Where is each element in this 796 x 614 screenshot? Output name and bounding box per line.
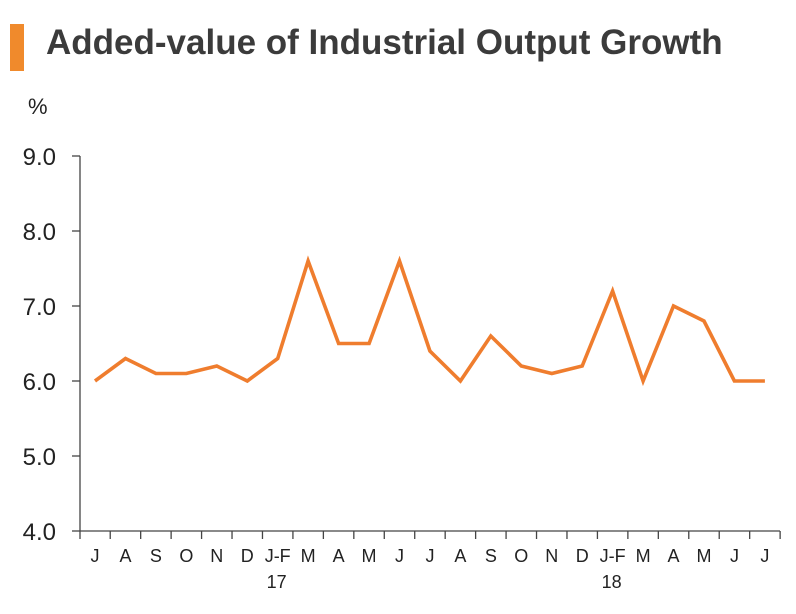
x-tick-label: A	[119, 546, 131, 566]
x-tick-label: A	[454, 546, 466, 566]
x-tick-label: J-F	[600, 546, 626, 566]
x-axis-ticks: J A S O N D J-F M A M J J A S O N D J-F M A M J J17 18	[79, 531, 781, 592]
y-tick-label: 8.0	[23, 219, 56, 246]
chart-axes	[79, 156, 780, 532]
x-tick-label: J	[760, 546, 769, 566]
x-tick-label: S	[150, 546, 162, 566]
chart-title: Added-value of Industrial Output Growth	[46, 23, 723, 62]
x-tick-label: A	[333, 546, 345, 566]
x-tick-label: N	[210, 546, 223, 566]
x-tick-label: J	[91, 546, 100, 566]
x-tick-label: D	[241, 546, 254, 566]
x-tick-label: J	[425, 546, 434, 566]
x-tick-label: O	[514, 546, 528, 566]
x-tick-label: J	[730, 546, 739, 566]
x-tick-label: D	[576, 546, 589, 566]
x-tick-label: A	[668, 546, 680, 566]
x-year-label: 18	[602, 572, 622, 592]
y-axis-ticks: 9.0 8.0 7.0 6.0 5.0 4.0	[23, 144, 80, 546]
series-line	[93, 255, 765, 387]
x-tick-label: M	[697, 546, 712, 566]
x-tick-label: J	[395, 546, 404, 566]
series-layer	[93, 255, 765, 387]
x-tick-label: J-F	[265, 546, 291, 566]
title-accent-bar	[10, 24, 24, 71]
x-tick-label: M	[636, 546, 651, 566]
y-axis-unit-label: %	[28, 94, 48, 119]
y-tick-label: 6.0	[23, 369, 56, 396]
x-tick-label: N	[545, 546, 558, 566]
y-tick-label: 5.0	[23, 444, 56, 471]
y-tick-label: 4.0	[23, 519, 56, 546]
y-tick-label: 9.0	[23, 144, 56, 171]
x-tick-label: M	[362, 546, 377, 566]
y-tick-label: 7.0	[23, 294, 56, 321]
x-tick-label: O	[179, 546, 193, 566]
x-year-label: 17	[267, 572, 287, 592]
x-tick-label: S	[485, 546, 497, 566]
x-tick-label: M	[301, 546, 316, 566]
